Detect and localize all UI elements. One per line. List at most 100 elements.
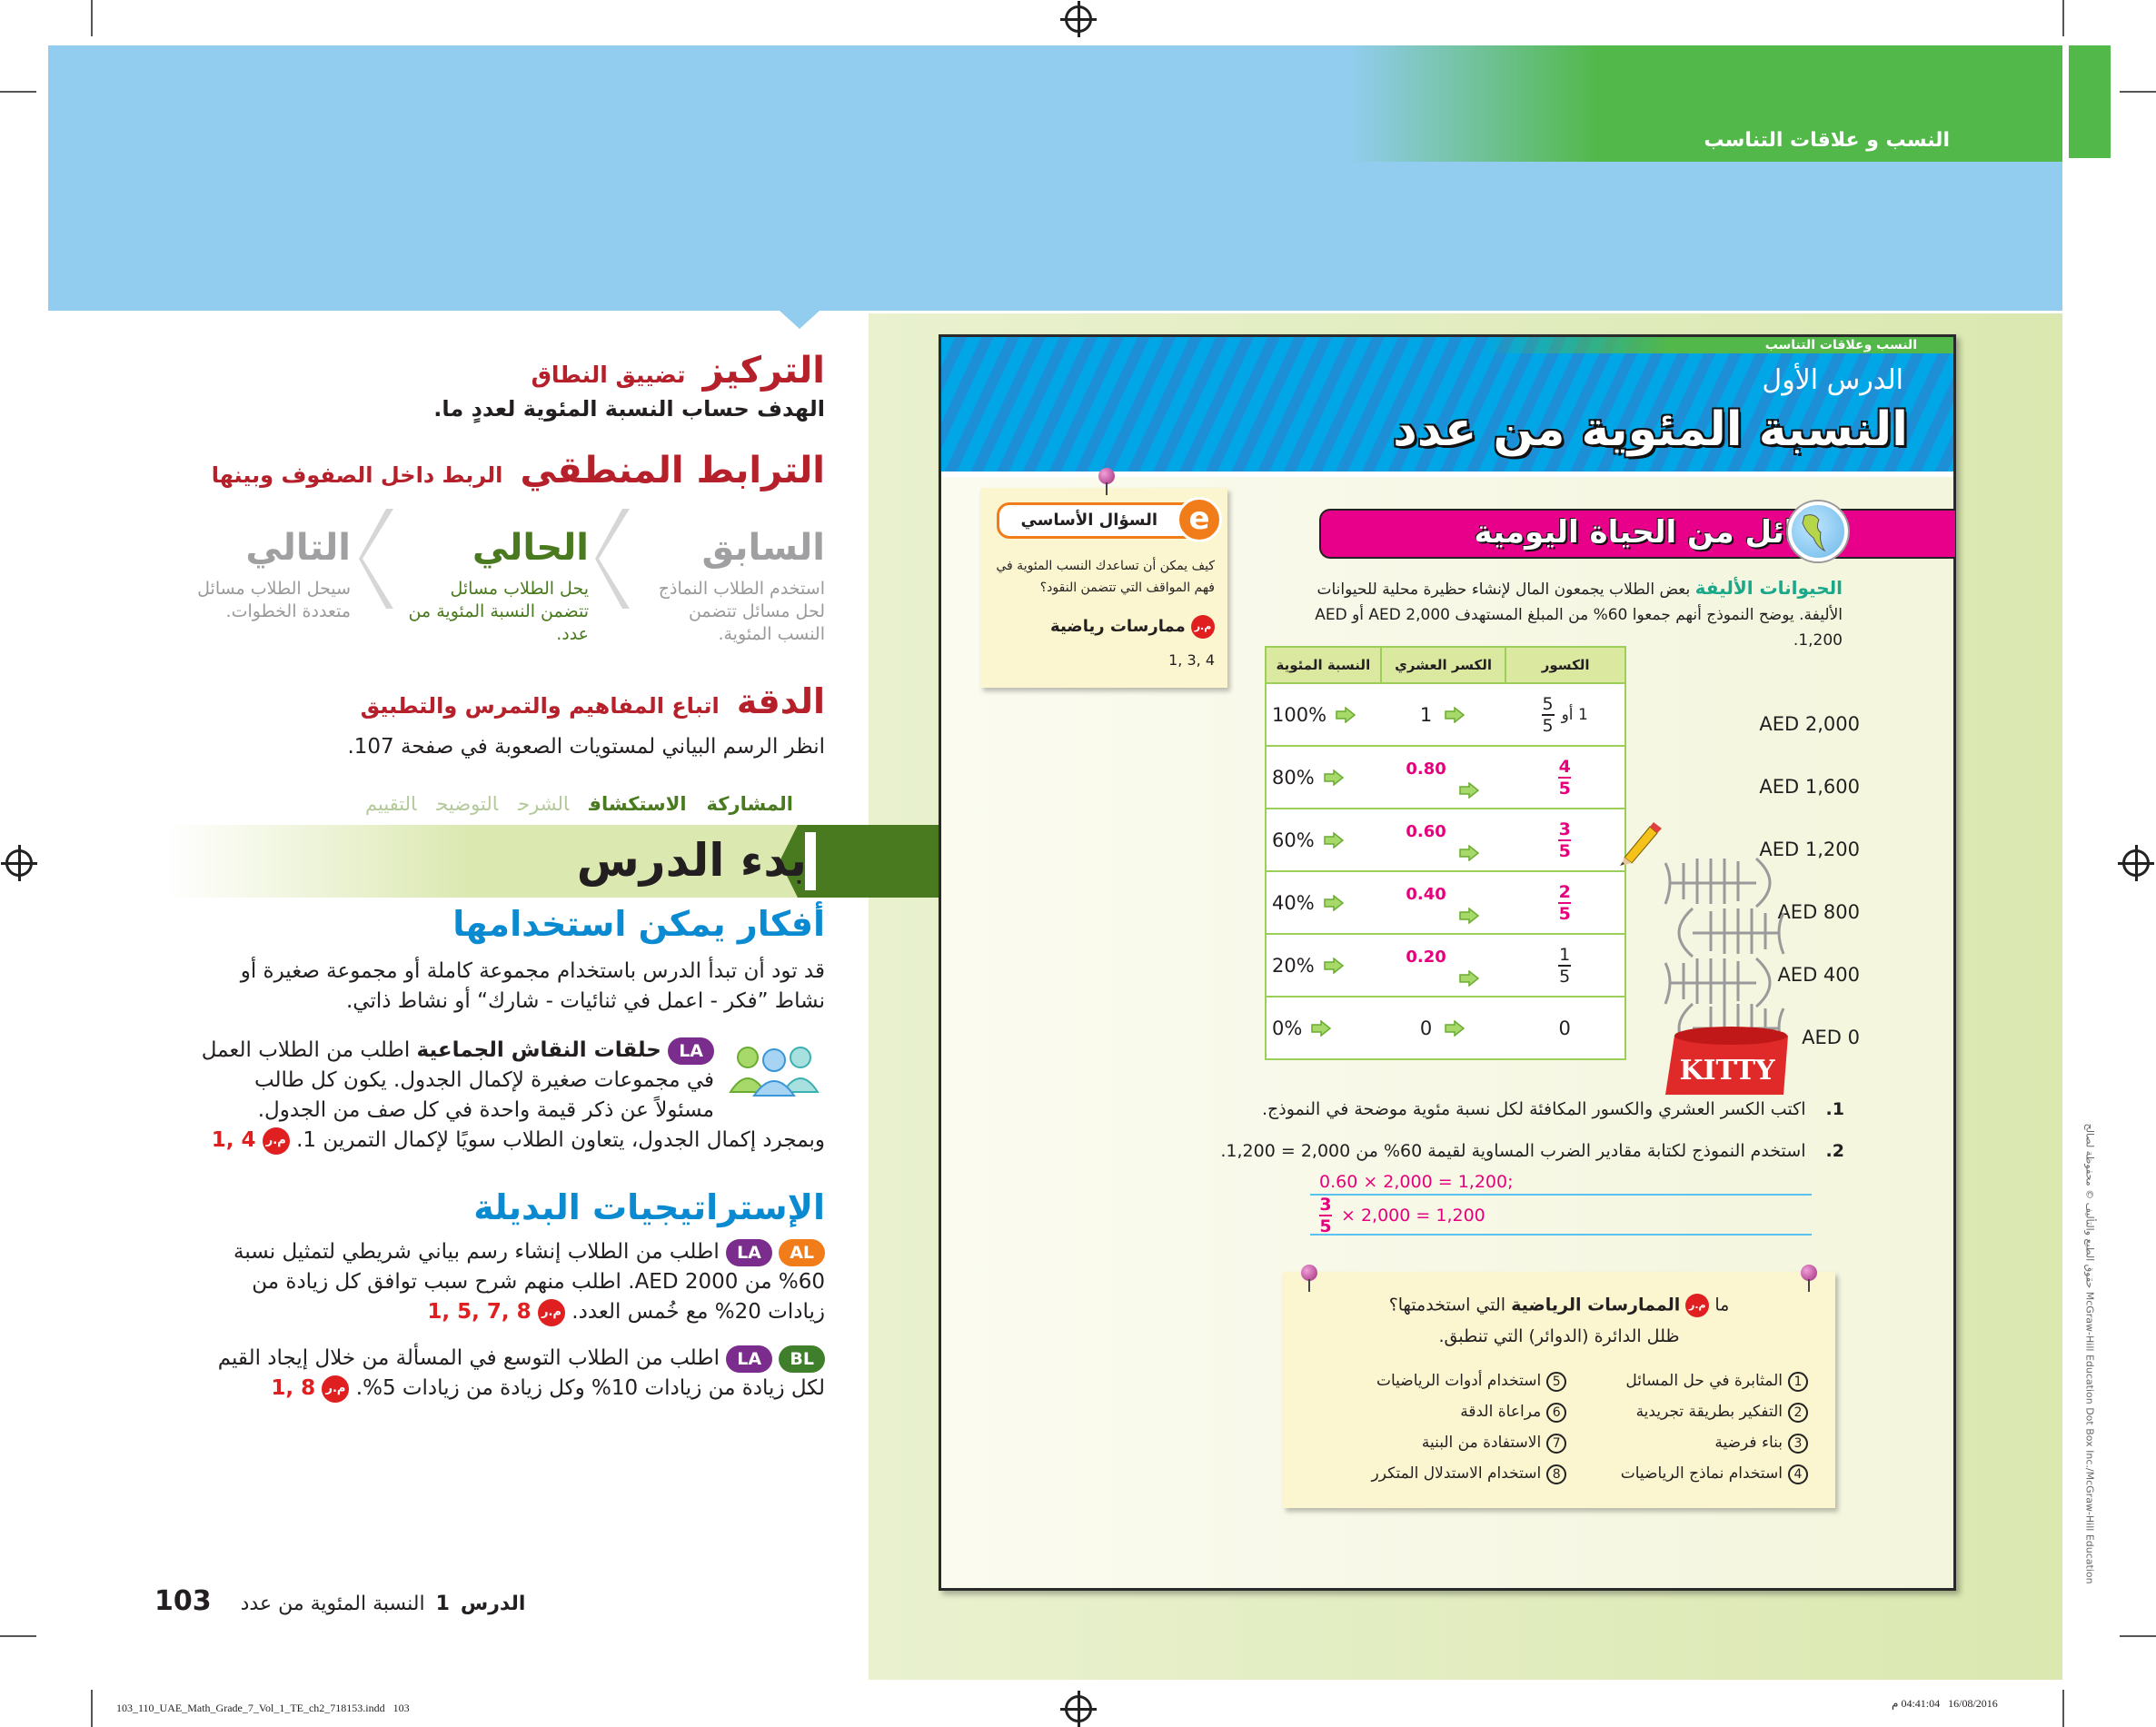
math-practices-heading: م.ر ممارسات رياضية (1050, 615, 1215, 639)
practice-radio[interactable]: 3 (1788, 1434, 1808, 1454)
print-timestamp: 16/08/2016 04:41:04 م (1892, 1697, 1998, 1710)
real-world-topic: الحيوانات الأليفة (1694, 577, 1843, 599)
lesson-label: الدرس الأول (1762, 364, 1903, 396)
practice-item[interactable]: 6مراعاة الدقة (1317, 1403, 1567, 1434)
fraction-denominator: 5 (1558, 840, 1571, 861)
header-green-tab (2069, 45, 2111, 158)
decimal-value: 0.60 (1406, 822, 1446, 841)
fraction-numerator: 2 (1558, 881, 1571, 902)
header-green-gradient (1347, 45, 2062, 162)
math-practice-badge: م.ر (1191, 615, 1215, 639)
alt-strategy-text: اطلب من الطلاب التوسع في المسألة من خلال… (217, 1346, 825, 1400)
focus-value: تضييق النطاق (531, 362, 686, 388)
fraction-value: 0 (1558, 1017, 1571, 1039)
arrow-right-icon (1459, 781, 1479, 799)
practice-label: مراعاة الدقة (1460, 1403, 1542, 1421)
practice-label: المثابرة في حل المسائل (1625, 1372, 1783, 1390)
practice-radio[interactable]: 5 (1546, 1372, 1567, 1392)
percent-cell: 80% (1267, 747, 1380, 808)
percent-value: 40% (1272, 891, 1315, 914)
percent-value: 0% (1272, 1017, 1303, 1039)
column-header: الكسور (1505, 648, 1624, 682)
fraction-denominator: 5 (1542, 715, 1554, 736)
column-header: النسبة المئوية (1276, 657, 1371, 673)
conversion-table: الكسور الكسر العشري النسبة المئوية 1 أو 5… (1265, 646, 1626, 1060)
crop-mark (2062, 0, 2064, 36)
table-row: 1 5 0.20 20% (1267, 933, 1624, 996)
bar-label: AED 1,200 (1759, 839, 1860, 860)
footer-lesson-title: النسبة المئوية من عدد (240, 1593, 425, 1615)
practice-radio[interactable]: 8 (1546, 1464, 1567, 1484)
arrow-right-icon (1311, 1019, 1332, 1037)
alt-strategies-title: الإستراتيجيات البديلة (473, 1187, 825, 1227)
arrow-right-icon (1323, 957, 1344, 974)
practice-item[interactable]: 5استخدام أدوات الرياضيات (1317, 1372, 1567, 1403)
fraction-denominator: 5 (1319, 1216, 1332, 1236)
practice-item[interactable]: 1 المثابرة في حل المسائل (1566, 1372, 1808, 1403)
fraction-numerator: 3 (1319, 1195, 1332, 1215)
percent-value: 20% (1272, 954, 1315, 977)
crop-mark (91, 1690, 93, 1727)
print-file-slug: 103_110_UAE_Math_Grade_7_Vol_1_TE_ch2_71… (116, 1702, 410, 1714)
group-text: اطلب من الطلاب العمل في مجموعات صغيرة لإ… (201, 1038, 825, 1152)
percent-cell: 0% (1267, 997, 1380, 1058)
practice-radio[interactable]: 6 (1546, 1403, 1567, 1423)
progression-current: الحالي يحل الطلاب مسائل تتضمن النسبة الم… (407, 527, 589, 646)
level-badge-la: LA (726, 1345, 773, 1373)
practice-item[interactable]: 4 استخدام نماذج الرياضيات (1566, 1464, 1808, 1495)
practice-item[interactable]: 2 التفكير بطريقة تجريدية (1566, 1403, 1808, 1434)
practice-radio[interactable]: 2 (1788, 1403, 1808, 1423)
decimal-cell: 1 (1380, 684, 1505, 745)
alt-strategy-text: اطلب من الطلاب إنشاء رسم بياني شريطي لتم… (233, 1240, 825, 1324)
progression-text: يحل الطلاب مسائل تتضمن النسبة المئوية من… (408, 579, 589, 644)
focus-line: التركيز تضييق النطاق (189, 350, 825, 392)
progression-next: التالي سيحل الطلاب مسائل متعددة الخطوات. (169, 527, 351, 623)
practice-radio[interactable]: 4 (1788, 1464, 1808, 1484)
exercise-number: 2. (1825, 1141, 1844, 1161)
crop-mark (2062, 1690, 2064, 1727)
practice-radio[interactable]: 1 (1788, 1372, 1808, 1392)
practice-item[interactable]: 8استخدام الاستدلال المتكرر (1317, 1464, 1567, 1495)
math-practices-label: ممارسات رياضية (1050, 617, 1186, 636)
page-number: 103 (154, 1585, 212, 1617)
real-world-banner: مسائل من الحياة اليومية (1319, 509, 1955, 559)
lesson-banner (941, 337, 1953, 477)
practice-radio[interactable]: 7 (1546, 1434, 1567, 1454)
level-badge-bl: BL (779, 1345, 825, 1373)
footer-lesson-label: الدرس (460, 1593, 526, 1615)
level-badge-la: LA (726, 1238, 772, 1266)
decimal-value: 0 (1419, 1017, 1433, 1039)
math-practice-badge: م.ر (1685, 1294, 1710, 1317)
math-practices-question: ما م.ر الممارسات الرياضية التي استخدمتها… (1283, 1294, 1835, 1317)
progression-title: الحالي (472, 527, 589, 569)
practice-item[interactable]: 7الاستفادة من البنية (1317, 1434, 1567, 1464)
practice-label: الاستفادة من البنية (1421, 1434, 1542, 1452)
fraction-denominator: 5 (1558, 903, 1571, 924)
progression-title: السابق (701, 527, 825, 569)
alt-strategy-item: AL LA اطلب من الطلاب إنشاء رسم بياني شري… (189, 1237, 825, 1327)
goal-line: الهدف حساب النسبة المئوية لعددٍ ما. (189, 396, 825, 422)
ideas-title: أفكار يمكن استخدامها (452, 904, 825, 944)
table-header: الكسور الكسر العشري النسبة المئوية (1267, 648, 1624, 682)
bar-label: AED 1,600 (1759, 776, 1860, 798)
decimal-cell: 0.80 (1380, 747, 1505, 808)
practice-item[interactable]: 3 بناء فرضية (1566, 1434, 1808, 1464)
real-world-title: مسائل من الحياة اليومية (1474, 514, 1847, 551)
crop-mark (2120, 91, 2156, 93)
fish-bones-icon (1664, 857, 1785, 1054)
header-pointer (780, 311, 820, 329)
percent-cell: 100% (1267, 684, 1380, 745)
decimal-cell: 0.40 (1380, 872, 1505, 933)
ideas-text: قد تود أن تبدأ الدرس باستخدام مجموعة كام… (240, 959, 825, 1013)
level-badge-la: LA (668, 1037, 714, 1065)
phase-5: التقييم (365, 793, 417, 815)
percent-value: 100% (1272, 703, 1327, 726)
math-practice-badge: م.ر (537, 1298, 565, 1326)
